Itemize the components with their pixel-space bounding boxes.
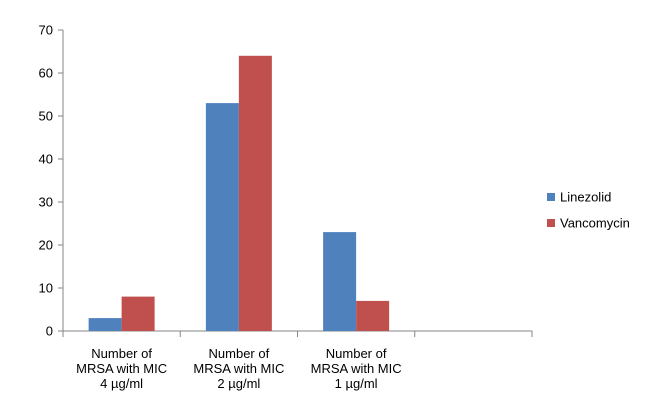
bars (88, 55, 390, 332)
legend: Linezolid Vancomycin (547, 190, 630, 231)
x-category-label: Number of (209, 346, 270, 361)
legend-label: Vancomycin (560, 216, 630, 231)
x-category-label: 1 µg/ml (335, 376, 378, 391)
y-tick-label: 50 (39, 109, 53, 124)
x-category-label: MRSA with MIC (193, 361, 284, 376)
bar-linezolid (205, 103, 239, 331)
x-category-label: Number of (326, 346, 387, 361)
y-tick-label: 0 (46, 324, 53, 339)
y-tick-label: 70 (39, 23, 53, 38)
x-category-label: Number of (91, 346, 152, 361)
bar-vancomycin (121, 296, 155, 331)
bar-vancomycin (356, 300, 390, 331)
y-tick-label: 60 (39, 66, 53, 81)
bar-linezolid (323, 232, 357, 331)
y-axis: 0 10 20 30 40 50 60 70 (39, 23, 64, 339)
bar-linezolid (88, 318, 122, 331)
y-tick-label: 40 (39, 152, 53, 167)
x-category-label: MRSA with MIC (76, 361, 167, 376)
legend-swatch (547, 219, 555, 227)
y-tick-label: 30 (39, 195, 53, 210)
legend-swatch (547, 193, 555, 201)
x-category-label: 4 µg/ml (100, 376, 143, 391)
legend-label: Linezolid (560, 190, 611, 205)
y-tick-label: 10 (39, 281, 53, 296)
x-category-label: MRSA with MIC (311, 361, 402, 376)
bar-vancomycin (238, 55, 272, 332)
y-tick-label: 20 (39, 238, 53, 253)
x-category-label: 2 µg/ml (217, 376, 260, 391)
